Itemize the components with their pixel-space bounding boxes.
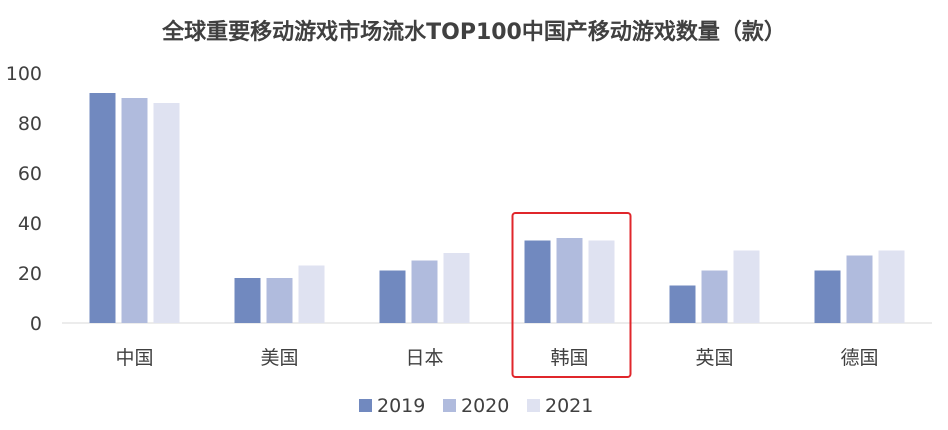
category-label: 英国 [695, 347, 733, 369]
legend-swatch-2020 [443, 399, 456, 412]
y-tick-label: 20 [18, 263, 42, 285]
y-tick-label: 40 [18, 213, 42, 235]
category-label: 韩国 [550, 347, 588, 369]
x-axis: 中国 美国 日本 韩国 英国 德国 [115, 347, 878, 369]
legend-swatch-2021 [527, 399, 540, 412]
category-label: 日本 [405, 347, 443, 369]
bar-2020-4 [701, 270, 728, 323]
bars [89, 93, 905, 323]
y-tick-label: 100 [6, 63, 42, 85]
bar-2021-2 [443, 253, 470, 323]
bar-2021-5 [878, 250, 905, 323]
bar-2020-5 [846, 255, 873, 323]
bar-2019-4 [669, 285, 696, 323]
y-tick-label: 80 [18, 113, 42, 135]
category-label: 德国 [840, 347, 878, 369]
bar-2021-1 [298, 265, 325, 323]
y-tick-label: 60 [18, 163, 42, 185]
bar-2019-0 [89, 93, 116, 323]
bar-2019-2 [379, 270, 406, 323]
bar-2021-4 [733, 250, 760, 323]
bar-2021-3 [588, 240, 615, 323]
y-axis: 0 20 40 60 80 100 [6, 63, 42, 335]
y-tick-label: 0 [30, 313, 42, 335]
legend-label-2020: 2020 [461, 395, 509, 417]
chart-title: 全球重要移动游戏市场流水TOP100中国产移动游戏数量（款） [162, 20, 786, 45]
bar-2020-3 [556, 238, 583, 323]
bar-2020-1 [266, 278, 293, 323]
legend-label-2021: 2021 [545, 395, 593, 417]
legend: 2019 2020 2021 [359, 395, 593, 417]
category-label: 美国 [260, 347, 298, 369]
bar-2020-0 [121, 98, 148, 323]
bar-2019-5 [814, 270, 841, 323]
highlight [511, 212, 632, 378]
highlight-box [511, 212, 632, 378]
bar-2019-1 [234, 278, 261, 323]
legend-label-2019: 2019 [377, 395, 425, 417]
legend-swatch-2019 [359, 399, 372, 412]
bar-2021-0 [153, 103, 180, 323]
bar-2020-2 [411, 260, 438, 323]
category-label: 中国 [115, 347, 153, 369]
bar-2019-3 [524, 240, 551, 323]
